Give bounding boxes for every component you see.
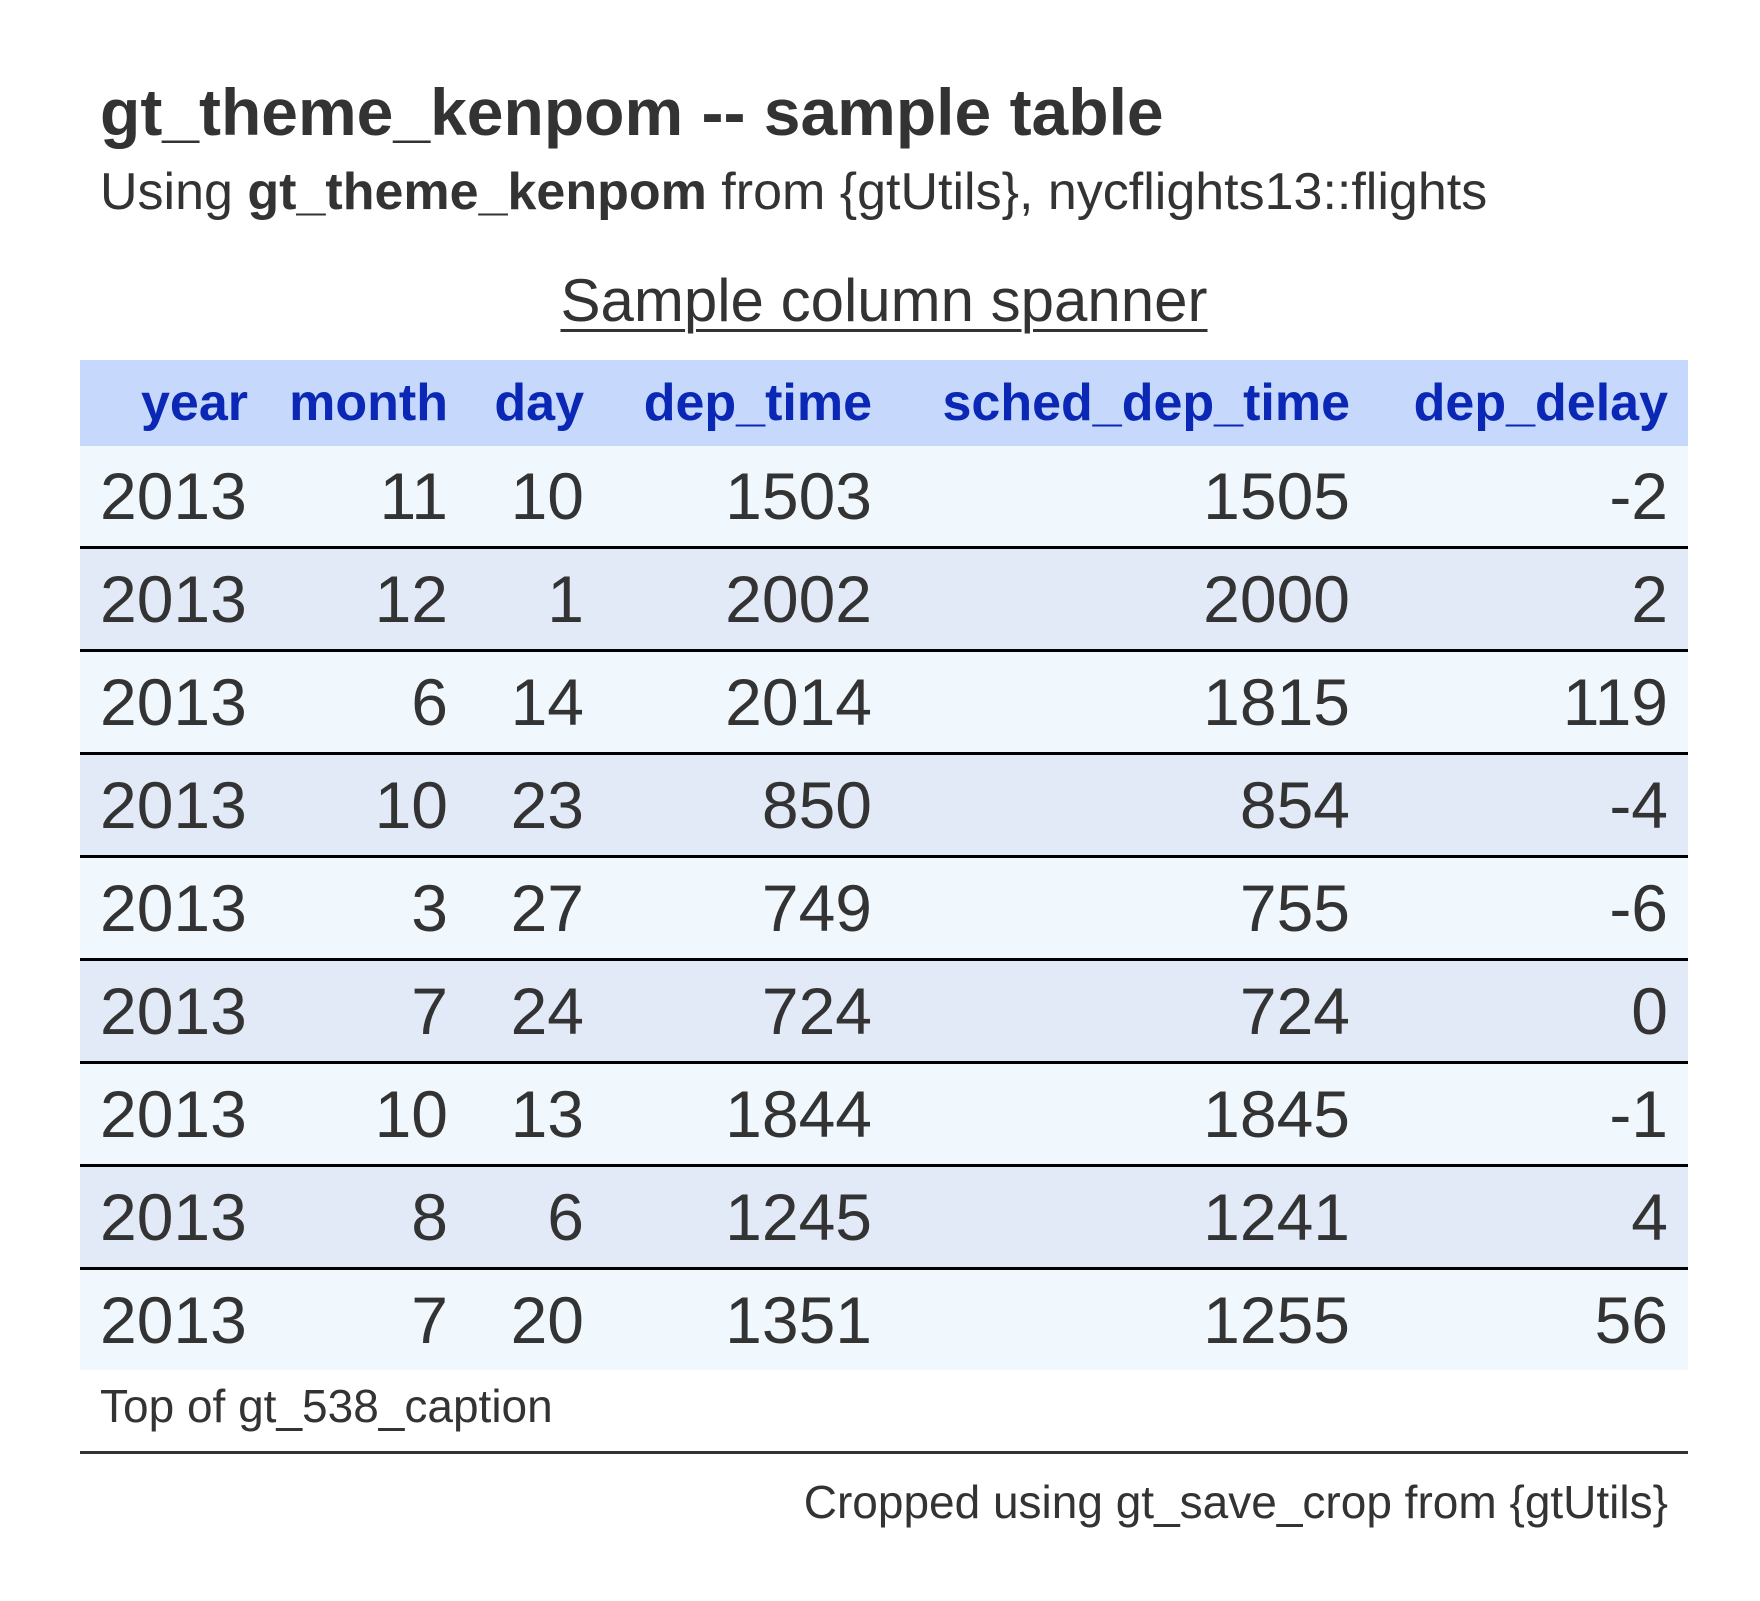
cell-day: 14 <box>468 649 604 754</box>
cell-dep-delay: 56 <box>1370 1267 1688 1370</box>
cell-month: 10 <box>256 752 468 857</box>
cell-year: 2013 <box>80 446 256 548</box>
cell-year: 2013 <box>80 1164 256 1269</box>
cell-day: 6 <box>468 1164 604 1269</box>
cell-day: 24 <box>468 958 604 1063</box>
cell-month: 12 <box>256 546 468 651</box>
cell-sched-dep-time: 1845 <box>892 1061 1370 1166</box>
subtitle-prefix: Using <box>100 163 248 221</box>
cell-dep-delay: -1 <box>1370 1061 1688 1166</box>
cell-day: 1 <box>468 546 604 651</box>
cell-day: 23 <box>468 752 604 857</box>
cell-sched-dep-time: 724 <box>892 958 1370 1063</box>
column-spanner: Sample column spanner <box>80 266 1688 336</box>
table-row: 2013 10 13 1844 1845 -1 <box>80 1061 1688 1166</box>
table-row: 2013 8 6 1245 1241 4 <box>80 1164 1688 1269</box>
cell-sched-dep-time: 1505 <box>892 446 1370 548</box>
cell-day: 20 <box>468 1267 604 1370</box>
header-row: year month day dep_time sched_dep_time dep_de… <box>80 360 1688 446</box>
column-header-dep-time: dep_time <box>604 360 892 446</box>
cell-month: 8 <box>256 1164 468 1269</box>
column-header-month: month <box>256 360 468 446</box>
cell-dep-time: 1503 <box>604 446 892 548</box>
cell-sched-dep-time: 1815 <box>892 649 1370 754</box>
cell-year: 2013 <box>80 649 256 754</box>
cell-year: 2013 <box>80 752 256 857</box>
cell-sched-dep-time: 755 <box>892 855 1370 960</box>
table-footnote: Cropped using gt_save_crop from {gtUtils… <box>803 1476 1668 1528</box>
cell-year: 2013 <box>80 1267 256 1370</box>
cell-dep-time: 724 <box>604 958 892 1063</box>
table-row: 2013 7 24 724 724 0 <box>80 958 1688 1063</box>
cell-sched-dep-time: 2000 <box>892 546 1370 651</box>
cell-dep-time: 1351 <box>604 1267 892 1370</box>
table-row: 2013 12 1 2002 2000 2 <box>80 546 1688 651</box>
table-row: 2013 6 14 2014 1815 119 <box>80 649 1688 754</box>
cell-month: 11 <box>256 446 468 548</box>
cell-dep-delay: -2 <box>1370 446 1688 548</box>
cell-month: 7 <box>256 1267 468 1370</box>
cell-month: 6 <box>256 649 468 754</box>
cell-year: 2013 <box>80 855 256 960</box>
column-spanner-label: Sample column spanner <box>560 267 1208 334</box>
table-caption: Top of gt_538_caption <box>100 1380 553 1432</box>
cell-dep-delay: 2 <box>1370 546 1688 651</box>
table-body: 2013 11 10 1503 1505 -2 2013 12 1 2002 2000 2 2013 6 1… <box>80 446 1688 1370</box>
column-header-year: year <box>80 360 256 446</box>
cell-sched-dep-time: 1241 <box>892 1164 1370 1269</box>
cell-dep-time: 749 <box>604 855 892 960</box>
cell-sched-dep-time: 1255 <box>892 1267 1370 1370</box>
table-subtitle: Using gt_theme_kenpom from {gtUtils}, ny… <box>100 160 1487 224</box>
table-title: gt_theme_kenpom -- sample table <box>100 75 1164 149</box>
cell-day: 13 <box>468 1061 604 1166</box>
cell-month: 10 <box>256 1061 468 1166</box>
caption-divider <box>80 1451 1688 1454</box>
cell-dep-delay: 4 <box>1370 1164 1688 1269</box>
table-row: 2013 7 20 1351 1255 56 <box>80 1267 1688 1370</box>
cell-day: 10 <box>468 446 604 548</box>
cell-dep-delay: -4 <box>1370 752 1688 857</box>
cell-year: 2013 <box>80 1061 256 1166</box>
table-row: 2013 3 27 749 755 -6 <box>80 855 1688 960</box>
column-header-sched-dep-time: sched_dep_time <box>892 360 1370 446</box>
cell-year: 2013 <box>80 958 256 1063</box>
data-table: year month day dep_time sched_dep_time dep_de… <box>80 360 1688 1370</box>
cell-dep-time: 2014 <box>604 649 892 754</box>
column-header-day: day <box>468 360 604 446</box>
cell-year: 2013 <box>80 546 256 651</box>
cell-dep-delay: 119 <box>1370 649 1688 754</box>
cell-dep-time: 1844 <box>604 1061 892 1166</box>
table-row: 2013 10 23 850 854 -4 <box>80 752 1688 857</box>
cell-month: 3 <box>256 855 468 960</box>
cell-dep-delay: 0 <box>1370 958 1688 1063</box>
subtitle-suffix: from {gtUtils}, nycflights13::flights <box>706 163 1488 221</box>
subtitle-theme-name: gt_theme_kenpom <box>247 163 707 221</box>
cell-sched-dep-time: 854 <box>892 752 1370 857</box>
cell-month: 7 <box>256 958 468 1063</box>
cell-dep-time: 1245 <box>604 1164 892 1269</box>
cell-dep-time: 2002 <box>604 546 892 651</box>
table-row: 2013 11 10 1503 1505 -2 <box>80 446 1688 548</box>
cell-dep-delay: -6 <box>1370 855 1688 960</box>
cell-day: 27 <box>468 855 604 960</box>
column-header-dep-delay: dep_delay <box>1370 360 1688 446</box>
cell-dep-time: 850 <box>604 752 892 857</box>
